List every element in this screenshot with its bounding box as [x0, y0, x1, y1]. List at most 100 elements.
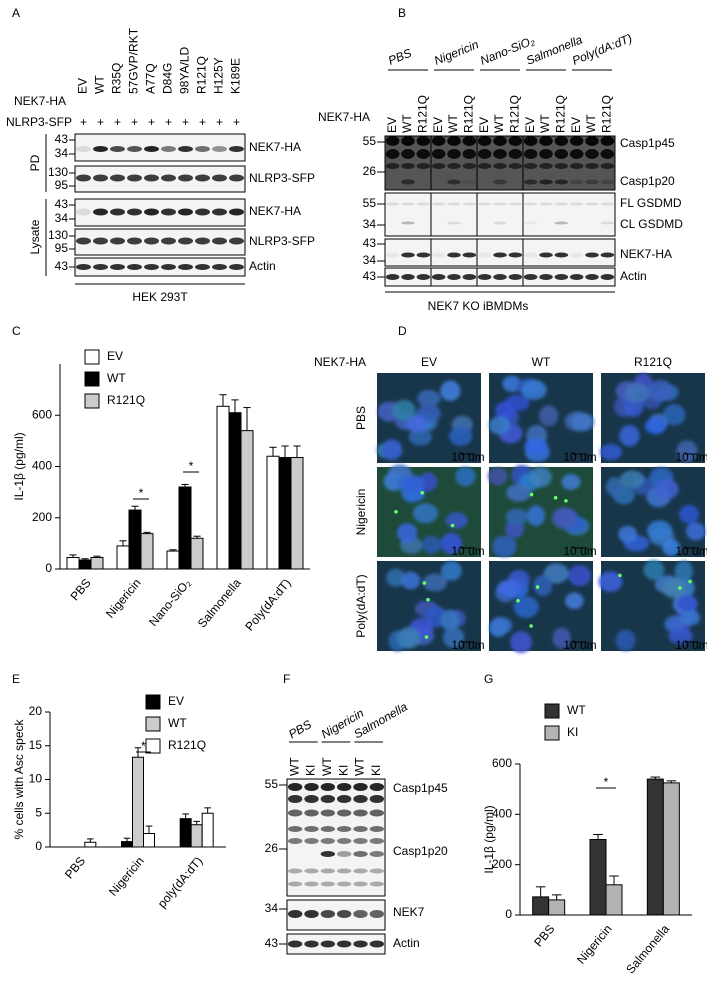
nucleus — [561, 473, 581, 490]
band — [447, 252, 461, 258]
lane-label: WT — [320, 757, 334, 776]
band — [493, 252, 507, 258]
band — [229, 174, 244, 182]
nucleus — [490, 617, 513, 635]
band — [353, 910, 368, 918]
lane-label: R121Q — [462, 95, 476, 133]
bar — [646, 778, 664, 916]
band — [110, 208, 125, 216]
nucleus — [497, 579, 521, 597]
y-tick-label: 400 — [492, 807, 512, 821]
band — [401, 149, 415, 159]
band — [195, 237, 210, 245]
speck — [420, 490, 425, 495]
blot-label: Actin — [249, 259, 276, 273]
band — [195, 264, 210, 270]
band — [369, 881, 385, 887]
band — [385, 274, 400, 280]
micrograph — [377, 464, 481, 557]
band — [144, 174, 159, 182]
lane-label: H125Y — [212, 57, 226, 94]
band — [353, 838, 368, 844]
panel-letter: E — [12, 672, 20, 686]
band — [508, 136, 523, 146]
band — [229, 208, 244, 216]
nucleus — [543, 563, 569, 584]
error-bar — [193, 820, 200, 825]
error-bar — [593, 833, 603, 840]
error-bar — [182, 813, 189, 819]
blot-label: CL GSDMD — [620, 217, 683, 231]
nucleus — [529, 467, 552, 488]
error-bar — [650, 776, 661, 780]
band — [554, 252, 569, 258]
blot-label: Casp1p20 — [620, 174, 675, 188]
lane-label: A77Q — [144, 63, 158, 94]
mw-marker: 55 — [265, 777, 279, 791]
lane-sign: + — [233, 115, 240, 129]
band — [600, 136, 615, 146]
nucleus — [598, 571, 623, 592]
band — [336, 809, 352, 817]
lane-label: R121Q — [600, 95, 614, 133]
micrograph — [489, 561, 593, 654]
band — [569, 202, 584, 206]
nucleus — [565, 592, 584, 610]
band — [585, 252, 599, 258]
nucleus — [412, 503, 439, 524]
legend-swatch — [544, 703, 560, 719]
band — [585, 202, 599, 206]
band — [493, 136, 507, 146]
blot-label: NLRP3-SFP — [249, 171, 315, 185]
treatment-label: PBS — [286, 717, 314, 741]
band — [195, 146, 210, 152]
band — [585, 179, 599, 185]
band — [161, 146, 176, 152]
significance-mark: * — [189, 459, 194, 473]
lane-sign: + — [148, 115, 155, 129]
band — [369, 868, 385, 874]
band — [144, 264, 159, 270]
band — [93, 208, 108, 216]
x-tick-label: PBS — [531, 922, 557, 949]
x-tick-label: Nano-SiO₂ — [146, 576, 194, 629]
band — [76, 208, 91, 216]
band — [161, 264, 176, 270]
band — [416, 136, 431, 146]
bar — [143, 833, 155, 848]
band — [212, 208, 227, 216]
bar — [201, 812, 214, 848]
column-label: WT — [532, 355, 551, 369]
x-tick-label: Nigericin — [103, 576, 144, 621]
nucleus — [679, 504, 700, 524]
band — [161, 237, 176, 245]
error-bar — [81, 558, 89, 561]
nucleus — [440, 380, 461, 402]
lane-label: WT — [93, 75, 107, 94]
bar — [228, 412, 242, 570]
error-bar — [231, 399, 239, 413]
nucleus — [513, 596, 539, 618]
bar — [178, 486, 192, 570]
band — [144, 146, 159, 152]
band — [304, 826, 319, 832]
speck — [422, 581, 427, 585]
micrograph — [598, 559, 705, 652]
nuclei — [383, 464, 476, 555]
y-tick-label: 200 — [32, 510, 52, 524]
band — [477, 252, 492, 258]
band — [353, 783, 368, 791]
nuclei — [488, 375, 595, 462]
nucleus — [392, 399, 416, 421]
mw-marker: 95 — [55, 241, 69, 255]
speck — [564, 499, 568, 503]
micrograph — [601, 467, 706, 557]
error-bar — [535, 886, 546, 897]
band — [93, 237, 108, 245]
legend-label: R121Q — [107, 393, 145, 407]
band — [178, 146, 193, 152]
band — [447, 179, 461, 185]
blot — [384, 192, 616, 237]
lane-label: EV — [385, 117, 399, 133]
band — [93, 264, 108, 270]
